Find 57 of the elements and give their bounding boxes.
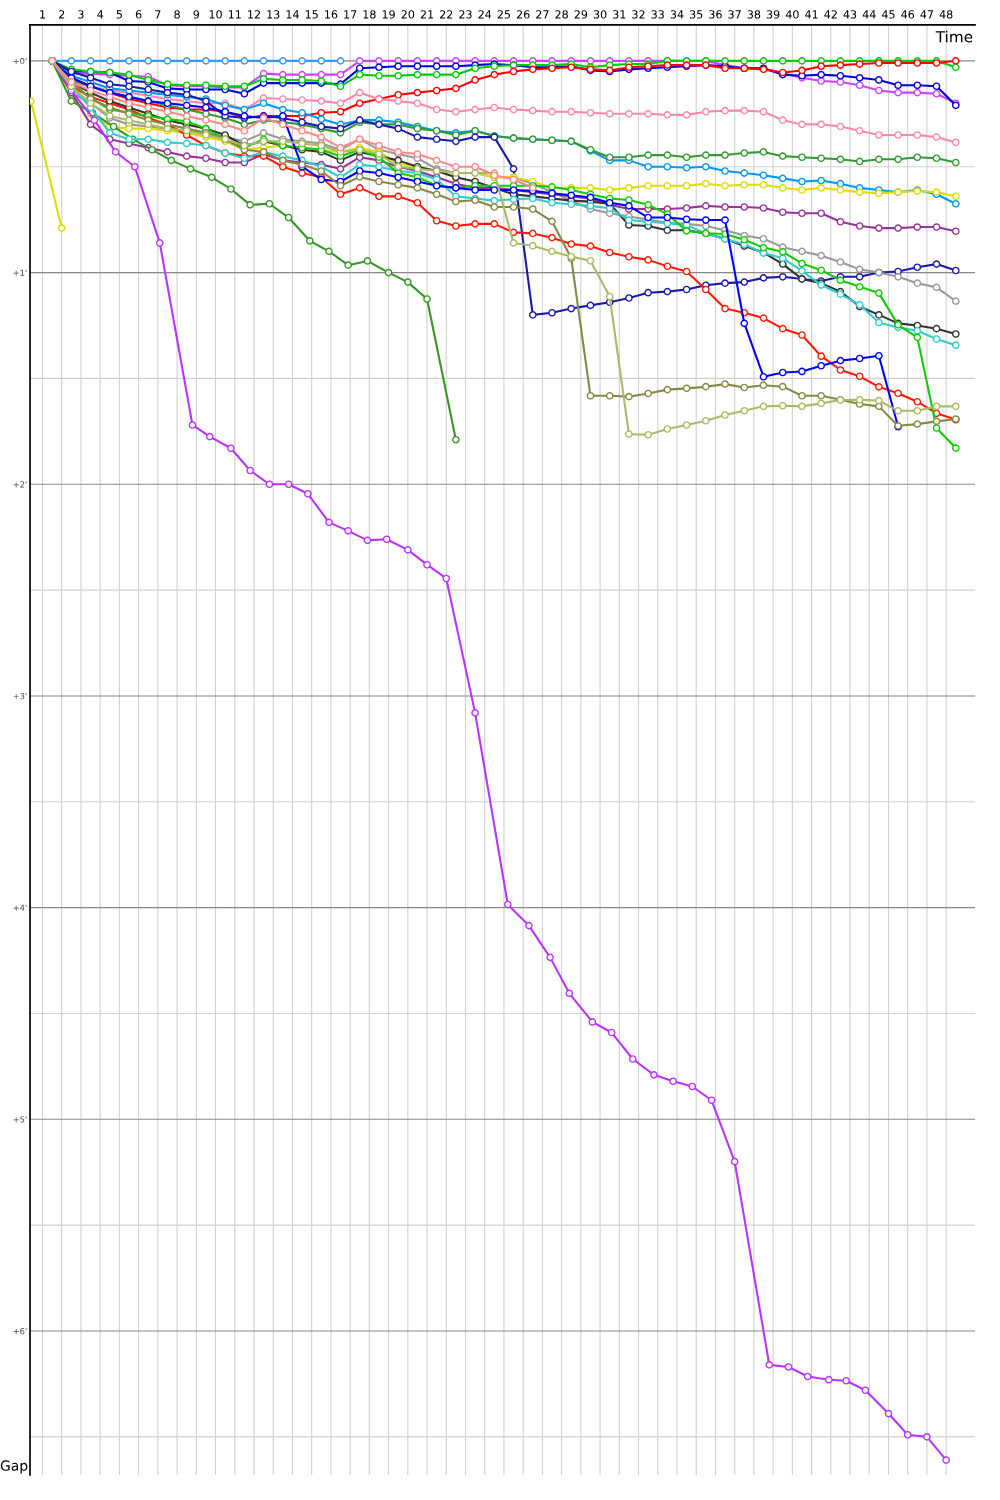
x-tick-label: 29: [574, 10, 588, 19]
y-tick-label: +5': [13, 1116, 27, 1123]
x-tick-label: 27: [536, 10, 549, 19]
y-tick-label: +1': [13, 269, 27, 276]
x-tick-label: 1: [40, 10, 46, 19]
x-axis-title: Time: [935, 30, 973, 43]
y-tick-label: +6': [13, 1327, 27, 1335]
x-tick-label: 44: [862, 10, 876, 19]
x-tick-label: 30: [593, 10, 607, 19]
x-tick-label: 28: [555, 10, 568, 19]
x-tick-label: 42: [824, 10, 837, 19]
x-tick-label: 15: [305, 10, 318, 19]
y-tick-label: +0': [13, 57, 27, 65]
x-tick-label: 17: [344, 10, 357, 19]
x-tick-label: 22: [440, 10, 453, 19]
x-tick-label: 46: [901, 10, 915, 19]
x-tick-label: 26: [516, 10, 530, 19]
x-tick-label: 12: [248, 10, 260, 19]
x-tick-label: 2: [59, 10, 65, 19]
x-tick-label: 11: [228, 10, 241, 19]
x-tick-label: 16: [325, 10, 338, 19]
x-tick-label: 39: [766, 10, 780, 19]
y-tick-label: +2': [13, 481, 27, 488]
x-tick-label: 25: [497, 10, 511, 19]
x-tick-label: 13: [267, 10, 280, 19]
x-tick-label: 9: [193, 10, 200, 19]
x-tick-label: 23: [459, 10, 472, 19]
x-tick-label: 20: [401, 10, 415, 19]
y-tick-label: +3': [13, 692, 27, 700]
x-tick-label: 45: [881, 10, 895, 19]
x-tick-label: 3: [78, 10, 84, 19]
x-tick-label: 8: [174, 10, 180, 19]
x-tick-label: 18: [363, 10, 376, 19]
x-tick-label: 31: [613, 10, 626, 19]
x-tick-label: 37: [728, 10, 741, 19]
x-tick-label: 6: [135, 10, 142, 19]
x-tick-label: 38: [747, 10, 761, 19]
x-tick-label: 36: [709, 10, 722, 19]
x-tick-label: 34: [670, 10, 684, 19]
x-tick-label: 41: [805, 10, 818, 19]
y-axis-title: Gap: [0, 1460, 28, 1474]
x-tick-label: 21: [420, 10, 434, 19]
x-tick-label: 47: [920, 10, 934, 19]
x-tick-label: 24: [478, 10, 492, 19]
x-tick-label: 7: [155, 10, 161, 19]
x-tick-label: 5: [116, 10, 122, 19]
x-tick-label: 19: [382, 10, 395, 19]
x-tick-label: 14: [286, 10, 299, 19]
x-tick-label: 35: [689, 10, 703, 19]
x-tick-label: 10: [209, 10, 222, 19]
y-tick-label: +4': [13, 904, 27, 911]
x-tick-label: 4: [97, 10, 104, 19]
x-tick-label: 43: [843, 10, 857, 19]
x-tick-label: 33: [651, 10, 664, 19]
x-tick-label: 48: [939, 10, 953, 19]
x-tick-label: 40: [785, 10, 799, 19]
x-tick-label: 32: [632, 10, 645, 19]
